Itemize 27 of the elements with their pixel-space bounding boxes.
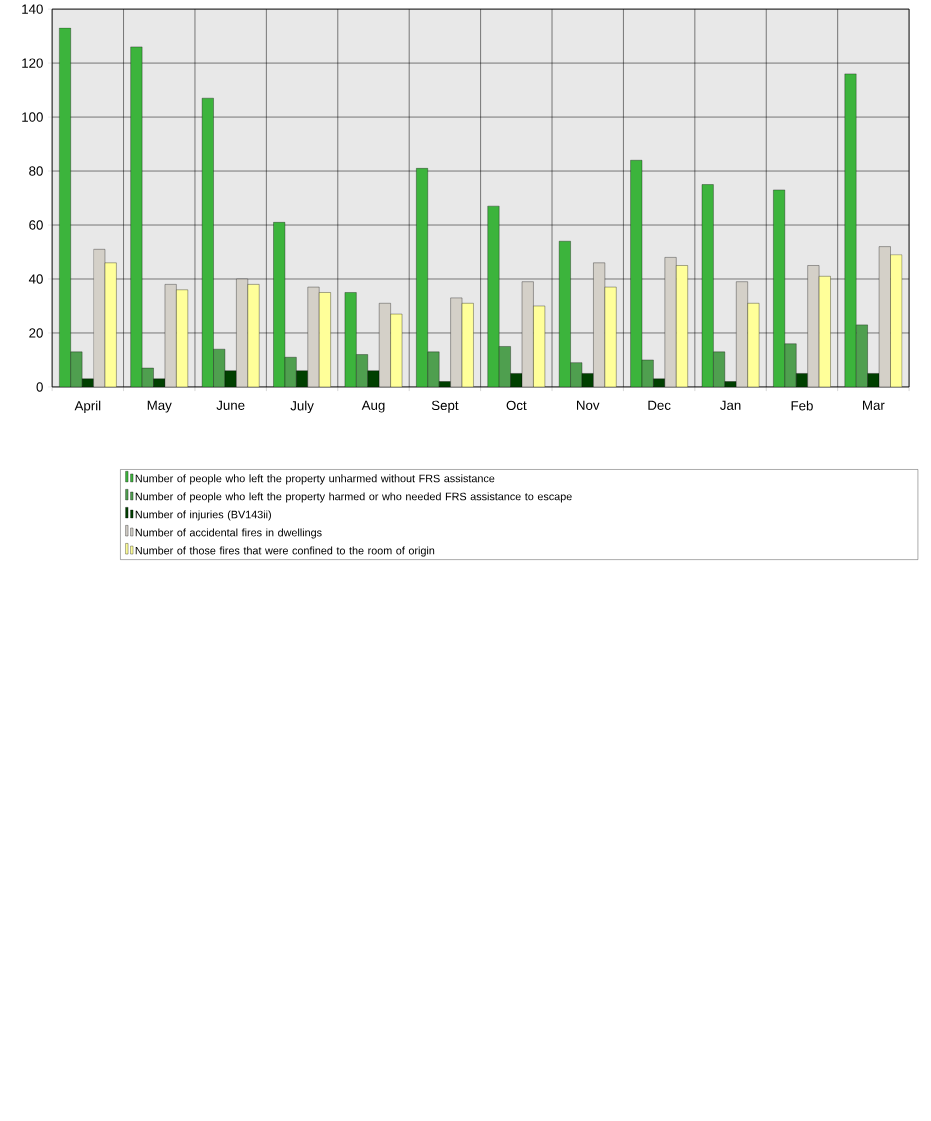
y-tick-label: 140 xyxy=(22,4,43,14)
x-tick-label: Sept xyxy=(431,400,459,413)
x-tick-label: Dec xyxy=(648,400,671,410)
legend-label: Number of injuries (BV143ii) xyxy=(135,510,272,521)
y-tick-label: 40 xyxy=(28,274,43,284)
y-tick-label: 20 xyxy=(29,328,43,338)
bar xyxy=(844,73,857,387)
x-tick-label: July xyxy=(290,400,314,414)
x-tick-label: Feb xyxy=(791,400,813,411)
x-tick-label: May xyxy=(147,400,172,413)
y-tick-label: 0 xyxy=(36,382,43,392)
x-tick-label: April xyxy=(74,400,101,414)
x-tick-label: June xyxy=(216,400,245,410)
x-tick-label: Aug xyxy=(361,400,385,413)
x-tick-label: Nov xyxy=(577,400,600,410)
legend-label: Number of people who left the property harmed or who needed FRS assistance to escape xyxy=(135,492,572,503)
y-tick-label: 80 xyxy=(29,166,43,176)
bar xyxy=(487,205,500,387)
legend-label: Number of accidental fires in dwellings xyxy=(135,528,322,539)
x-tick-label: Oct xyxy=(506,400,527,411)
x-tick-label: Jan xyxy=(720,400,741,410)
y-tick-label: 120 xyxy=(22,58,43,68)
y-tick-label: 60 xyxy=(29,220,43,230)
legend-label: Number of people who left the property unharmed without FRS assistance xyxy=(135,474,495,485)
y-tick-label: 100 xyxy=(22,112,43,122)
legend-label: Number of those fires that were confined to the room of origin xyxy=(135,546,435,557)
x-tick-label: Mar xyxy=(863,400,885,410)
